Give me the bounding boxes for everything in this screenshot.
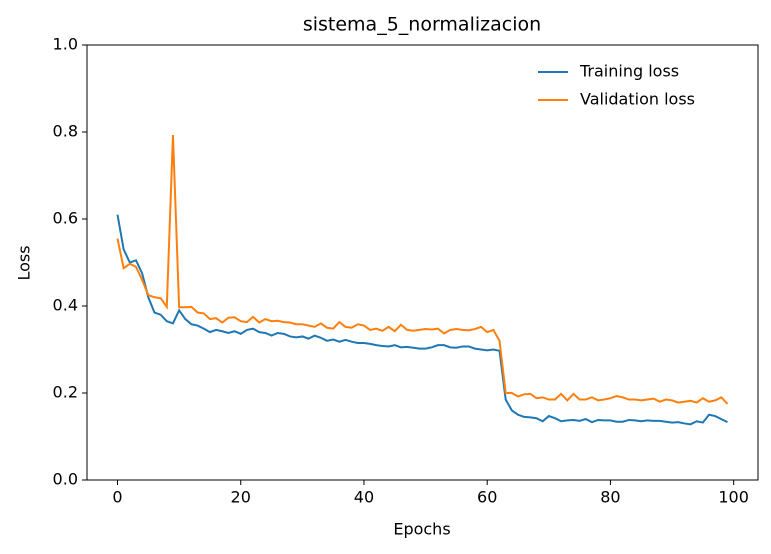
x-tick-label: 80	[600, 488, 620, 507]
plot-frame	[86, 44, 759, 481]
legend-label: Validation loss	[580, 90, 695, 109]
x-axis-label: Epochs	[393, 520, 450, 539]
y-axis-label: Loss	[15, 245, 34, 280]
x-tick-label: 100	[718, 488, 749, 507]
x-tick-label: 60	[477, 488, 497, 507]
data-line	[116, 135, 729, 405]
y-tick-label: 0.2	[53, 383, 78, 402]
y-tick-label: 1.0	[53, 35, 78, 54]
legend-label: Training loss	[579, 62, 679, 81]
y-tick-label: 0.0	[53, 470, 78, 489]
data-line	[116, 214, 728, 426]
chart-title: sistema_5_normalizacion	[303, 14, 541, 36]
x-tick-label: 20	[231, 488, 251, 507]
x-tick-label: 40	[354, 488, 374, 507]
y-tick-label: 0.6	[53, 209, 78, 228]
x-tick-label: 0	[112, 488, 122, 507]
y-tick-label: 0.8	[53, 122, 78, 141]
y-tick-label: 0.4	[53, 296, 78, 315]
